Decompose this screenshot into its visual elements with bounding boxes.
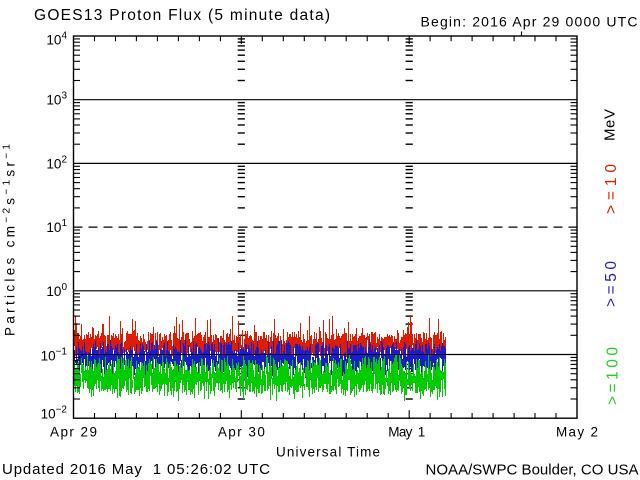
- svg-text:Apr 30: Apr 30: [218, 425, 265, 440]
- svg-text:>=100: >=100: [605, 347, 622, 405]
- svg-text:Begin: 2016 Apr 29 0000 UTC: Begin: 2016 Apr 29 0000 UTC: [421, 14, 638, 30]
- svg-text:Apr 29: Apr 29: [50, 425, 97, 440]
- svg-text:Universal Time: Universal Time: [276, 445, 380, 460]
- svg-text:NOAA/SWPC Boulder, CO USA: NOAA/SWPC Boulder, CO USA: [426, 462, 639, 479]
- svg-text:May 2: May 2: [556, 425, 598, 440]
- svg-text:MeV: MeV: [602, 109, 619, 141]
- svg-text:May 1: May 1: [388, 425, 425, 440]
- svg-text:Updated 2016 May 1 05:26:02 U: Updated 2016 May 1 05:26:02 UTC: [2, 461, 270, 478]
- svg-text:GOES13 Proton Flux (5 minute d: GOES13 Proton Flux (5 minute data): [34, 7, 330, 24]
